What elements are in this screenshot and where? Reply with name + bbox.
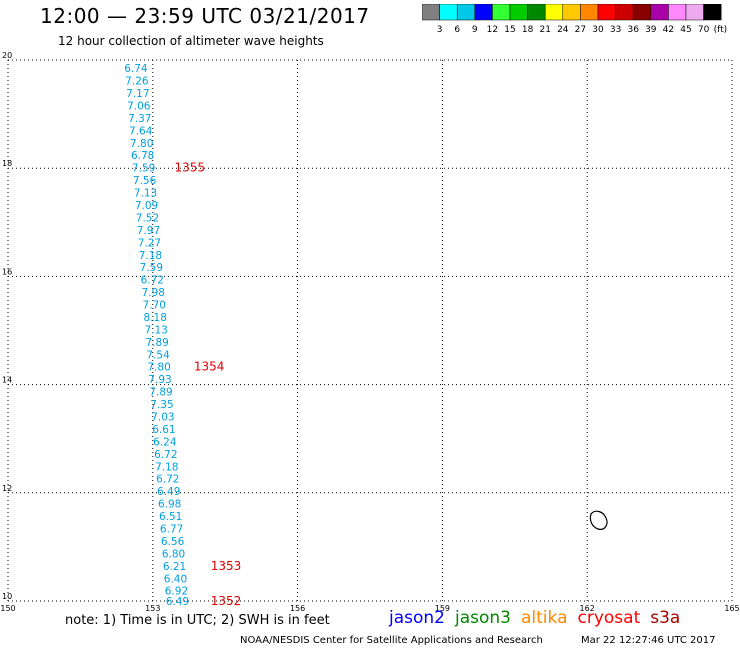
wave-height-label: 6.56: [161, 536, 185, 548]
pass-number-labels: 1355 1354 1353 1352: [175, 161, 242, 608]
wave-height-label: 7.97: [137, 225, 160, 237]
wave-height-label: 7.17: [126, 88, 149, 100]
generated-timestamp: Mar 22 12:27:46 UTC 2017: [581, 635, 716, 646]
wave-height-label: 6.49: [157, 486, 180, 498]
wave-height-label: 6.98: [158, 499, 181, 511]
footer-note: note: 1) Time is in UTC; 2) SWH is in fe…: [65, 613, 330, 628]
wave-height-label: 7.93: [148, 374, 171, 386]
colorbar-label: 33: [610, 25, 621, 35]
colorbar-label: 70: [698, 25, 710, 35]
y-tick-label: 12: [2, 484, 12, 493]
y-tick-label: 14: [2, 376, 12, 385]
wave-height-label: 6.24: [153, 436, 177, 448]
y-tick-label: 10: [2, 592, 12, 601]
wave-height-label: 6.51: [159, 511, 182, 523]
wave-height-label: 6.74: [124, 63, 148, 75]
colorbar-label: 15: [504, 25, 515, 35]
wave-height-label: 6.72: [141, 275, 164, 287]
colorbar-label: 12: [487, 25, 498, 35]
wave-height-label: 7.09: [135, 200, 158, 212]
wave-height-label: 7.98: [142, 287, 165, 299]
colorbar-label: 30: [592, 25, 604, 35]
x-tick-label: 150: [0, 604, 15, 613]
colorbar-label: 9: [472, 25, 478, 35]
wave-height-label: 7.06: [127, 100, 151, 112]
wave-height-label: 7.26: [125, 76, 149, 88]
x-tick-label: 165: [724, 604, 739, 613]
wave-height-label: 7.54: [146, 349, 170, 361]
wave-height-label: 7.89: [149, 387, 172, 399]
x-tick-label: 162: [580, 604, 595, 613]
wave-height-label: 7.03: [151, 412, 174, 424]
colorbar-label: 18: [522, 25, 534, 35]
pass-number-label: 1354: [194, 360, 225, 374]
colorbar-label: 6: [454, 25, 460, 35]
wave-height-label: 6.77: [160, 524, 183, 536]
chart-subtitle: 12 hour collection of altimeter wave hei…: [58, 34, 324, 48]
graticule: [7, 59, 733, 602]
wave-height-label: 6.72: [154, 449, 177, 461]
wave-height-label: 6.40: [164, 573, 187, 585]
wave-height-label: 7.89: [145, 337, 168, 349]
chart-title: 12:00 — 23:59 UTC 03/21/2017: [40, 4, 370, 28]
x-tick-label: 159: [435, 604, 450, 613]
wave-height-label: 6.80: [162, 548, 185, 560]
wave-height-label: 6.21: [163, 561, 186, 573]
wave-height-label: 7.18: [155, 461, 178, 473]
satellite-legend: jason2 jason3 altika cryosat s3a: [389, 608, 690, 628]
credit-line: NOAA/NESDIS Center for Satellite Applica…: [240, 635, 543, 646]
colorbar-label: 45: [680, 25, 691, 35]
satellite-jason2-label: jason2: [389, 608, 445, 628]
axis-tick-labels: 150 153 156 159 162 165 20 18 16 14 12 10: [0, 51, 739, 613]
wave-height-label: 7.59: [132, 163, 155, 175]
wave-height-label: 7.56: [133, 175, 157, 187]
wave-height-label: 7.64: [129, 125, 153, 137]
colorbar-label: 39: [645, 25, 657, 35]
colorbar-label: 42: [663, 25, 674, 35]
y-tick-label: 18: [2, 159, 12, 168]
colorbar-label: 3: [437, 25, 443, 35]
colorbar-label: 36: [627, 25, 639, 35]
wave-height-label: 6.78: [131, 150, 154, 162]
satellite-s3a-label: s3a: [650, 608, 681, 628]
pass-number-label: 1352: [211, 594, 242, 608]
wave-height-label: 8.18: [144, 312, 167, 324]
wave-height-label: 7.80: [130, 138, 153, 150]
wave-height-label: 7.35: [150, 399, 173, 411]
wave-height-label: 7.13: [134, 188, 157, 200]
wave-height-label: 7.27: [138, 237, 161, 249]
wave-height-readings: 6.747.267.177.067.377.647.806.787.597.56…: [124, 63, 189, 608]
wave-height-label: 6.72: [156, 474, 179, 486]
colorbar-swatch: [703, 4, 722, 21]
wave-height-label: 7.80: [147, 362, 170, 374]
wave-height-label: 7.37: [128, 113, 151, 125]
x-tick-label: 156: [290, 604, 305, 613]
wave-height-label: 7.18: [139, 250, 162, 262]
wave-height-label: 7.13: [144, 324, 167, 336]
x-tick-label: 153: [145, 604, 160, 613]
wave-height-label: 7.52: [136, 212, 159, 224]
pass-number-label: 1355: [175, 161, 206, 175]
island-outline: [589, 510, 608, 530]
wave-height-label: 6.49: [166, 596, 189, 608]
colorbar-unit: (ft): [714, 25, 728, 35]
y-tick-label: 20: [2, 51, 12, 60]
colorbar-label: 21: [539, 25, 550, 35]
pass-number-label: 1353: [211, 559, 242, 573]
wave-height-label: 6.92: [165, 586, 188, 598]
y-tick-label: 16: [2, 267, 12, 276]
wave-height-label: 7.70: [143, 300, 166, 312]
wave-height-label: 7.59: [140, 262, 163, 274]
color-scale-legend: 3 6 9 12 15 18 21 24 27 30 33 36 39 42 45 70 (ft): [422, 4, 728, 35]
colorbar-label: 24: [557, 25, 569, 35]
satellite-altika-label: altika: [521, 608, 568, 628]
satellite-cryosat-label: cryosat: [577, 608, 641, 628]
wave-height-label: 6.61: [152, 424, 175, 436]
satellite-jason3-label: jason3: [455, 608, 511, 628]
colorbar-label: 27: [575, 25, 586, 35]
